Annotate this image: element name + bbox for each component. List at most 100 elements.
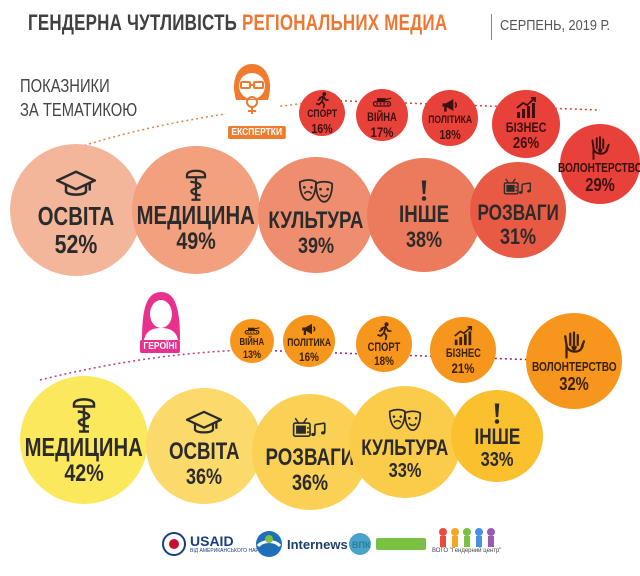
internews-logo: Internews <box>255 530 348 558</box>
header-date: СЕРПЕНЬ, 2019 Р. <box>500 17 611 34</box>
vpk-logo: ВПК <box>348 532 426 556</box>
heroines-topic-small: СПОРТ 18% <box>356 316 412 372</box>
heroines-topic-large: ОСВІТА 36% <box>146 388 262 504</box>
bubble-percent: 18% <box>374 354 394 368</box>
bubble-percent: 26% <box>512 135 540 152</box>
title-main: ГЕНДЕРНА ЧУТЛИВІСТЬ <box>28 10 238 35</box>
bubble-percent: 17% <box>370 124 394 140</box>
bubble-percent: 16% <box>299 349 319 364</box>
megaphone-icon <box>300 320 318 338</box>
bubble-percent: 13% <box>242 348 262 361</box>
bubble-percent: 39% <box>297 233 335 258</box>
experts-topic-small: ВІЙНА 17% <box>356 89 408 141</box>
bubble-percent: 49% <box>176 228 216 255</box>
bubble-percent: 21% <box>451 360 475 376</box>
runner-icon <box>313 91 331 109</box>
heroines-topic-large: РОЗВАГИ 36% <box>252 394 368 510</box>
bubble-label: ВОЛОНТЕРСТВО <box>557 159 640 175</box>
bubble-percent: 16% <box>311 121 333 136</box>
bubble-percent: 33% <box>388 460 422 482</box>
bubble-percent: 38% <box>405 227 443 252</box>
tank-icon <box>372 91 392 111</box>
internews-mark-icon <box>256 531 282 557</box>
heroines-topic-small: ВОЛОНТЕРСТВО 32% <box>526 313 622 409</box>
bubble-label: ПОЛІТИКА <box>287 336 331 349</box>
experts-topic-small: СПОРТ 16% <box>299 90 345 136</box>
bubble-label: РОЗВАГИ <box>265 444 355 471</box>
bubble-label: ВОЛОНТЕРСТВО <box>531 358 617 374</box>
header-divider <box>491 14 492 40</box>
bubble-label: СПОРТ <box>367 340 401 354</box>
bubble-percent: 31% <box>499 224 537 249</box>
bubble-percent: 33% <box>480 449 514 471</box>
bubble-label: ВІЙНА <box>367 110 397 124</box>
heroines-topic-large: КУЛЬТУРА 33% <box>349 386 461 498</box>
graduation-cap-icon <box>184 404 224 440</box>
heart-hand-icon <box>587 135 613 161</box>
usaid-logo: USAID ВІД АМЕРИКАНСЬКОГО НАРОДУ <box>162 532 269 556</box>
title-sub: РЕГІОНАЛЬНИХ МЕДИА <box>242 10 448 35</box>
heroines-topic-large: ІНШЕ 33% <box>451 390 543 482</box>
bubble-percent: 29% <box>585 174 615 195</box>
runner-icon <box>374 321 394 341</box>
megaphone-icon <box>440 95 460 115</box>
experts-avatar <box>226 60 278 122</box>
bubble-label: КУЛЬТУРА <box>361 435 449 460</box>
experts-topic-large: КУЛЬТУРА 39% <box>258 157 374 273</box>
bubble-label: ІНШЕ <box>474 424 520 449</box>
experts-topic-small: ВОЛОНТЕРСТВО 29% <box>557 124 640 204</box>
heroines-topic-small: ПОЛІТИКА 16% <box>283 315 335 367</box>
exclamation-icon <box>412 179 436 203</box>
bubble-label: ПОЛІТИКА <box>428 114 472 126</box>
heroines-topic-large: МЕДИЦИНА 42% <box>20 376 148 504</box>
footer: USAID ВІД АМЕРИКАНСЬКОГО НАРОДУ Internew… <box>0 522 640 576</box>
experts-topic-large: МЕДИЦИНА 49% <box>132 146 260 274</box>
heroines-badge: ГЕРОЇНІ <box>140 340 181 353</box>
graduation-cap-icon <box>54 163 98 203</box>
experts-topic-large: РОЗВАГИ 31% <box>470 162 566 258</box>
bubble-label: РОЗВАГИ <box>477 200 559 225</box>
page-title: ГЕНДЕРНА ЧУТЛИВІСТЬ РЕГІОНАЛЬНИХ МЕДИА <box>28 10 447 36</box>
people-icon <box>438 528 495 547</box>
usaid-seal-icon <box>162 532 186 556</box>
bubble-label: МЕДИЦИНА <box>136 200 256 230</box>
tv-music-icon <box>292 410 328 446</box>
bubble-percent: 36% <box>185 464 223 489</box>
medicine-icon <box>64 394 104 434</box>
tv-music-icon <box>503 172 533 202</box>
experts-topic-large: ІНШЕ 38% <box>367 158 481 272</box>
vpk-bar <box>376 538 426 550</box>
bubble-label: ІНШЕ <box>398 201 450 228</box>
gender-center-logo: ВОГО "Гендерний центр" <box>432 526 501 554</box>
bubble-label: ОСВІТА <box>37 201 115 231</box>
bubble-percent: 36% <box>291 470 329 495</box>
experts-topic-small: БІЗНЕС 26% <box>492 90 560 158</box>
bubble-label: ОСВІТА <box>168 438 240 465</box>
growth-chart-icon <box>514 96 538 120</box>
experts-topic-small: ПОЛІТИКА 18% <box>422 90 478 146</box>
heroines-topic-small: БІЗНЕС 21% <box>430 317 496 383</box>
experts-badge: ЕКСПЕРТКИ <box>228 126 286 139</box>
bubble-label: ВІЙНА <box>239 336 265 348</box>
medicine-icon <box>178 166 214 202</box>
experts-topic-large: ОСВІТА 52% <box>10 144 142 276</box>
heart-hand-icon <box>559 330 589 360</box>
bubble-label: МЕДИЦИНА <box>24 432 144 462</box>
theater-masks-icon <box>388 403 422 437</box>
exclamation-icon <box>485 402 509 426</box>
growth-chart-icon <box>452 325 474 347</box>
bubble-label: БІЗНЕС <box>505 119 547 135</box>
theater-masks-icon <box>298 173 334 209</box>
heroines-avatar <box>136 290 186 340</box>
heroines-topic-small: ВІЙНА 13% <box>230 319 274 363</box>
bubble-label: КУЛЬТУРА <box>268 207 364 234</box>
bubble-percent: 18% <box>439 127 461 142</box>
bubble-label: БІЗНЕС <box>445 346 481 360</box>
bubble-percent: 32% <box>559 373 589 394</box>
tank-icon <box>244 322 260 338</box>
vpk-circle-icon <box>349 533 371 555</box>
section-label: ПОКАЗНИКИ ЗА ТЕМАТИКОЮ <box>20 76 138 120</box>
bubble-label: СПОРТ <box>307 108 337 120</box>
bubble-percent: 42% <box>64 460 104 487</box>
bubble-percent: 52% <box>54 229 98 259</box>
